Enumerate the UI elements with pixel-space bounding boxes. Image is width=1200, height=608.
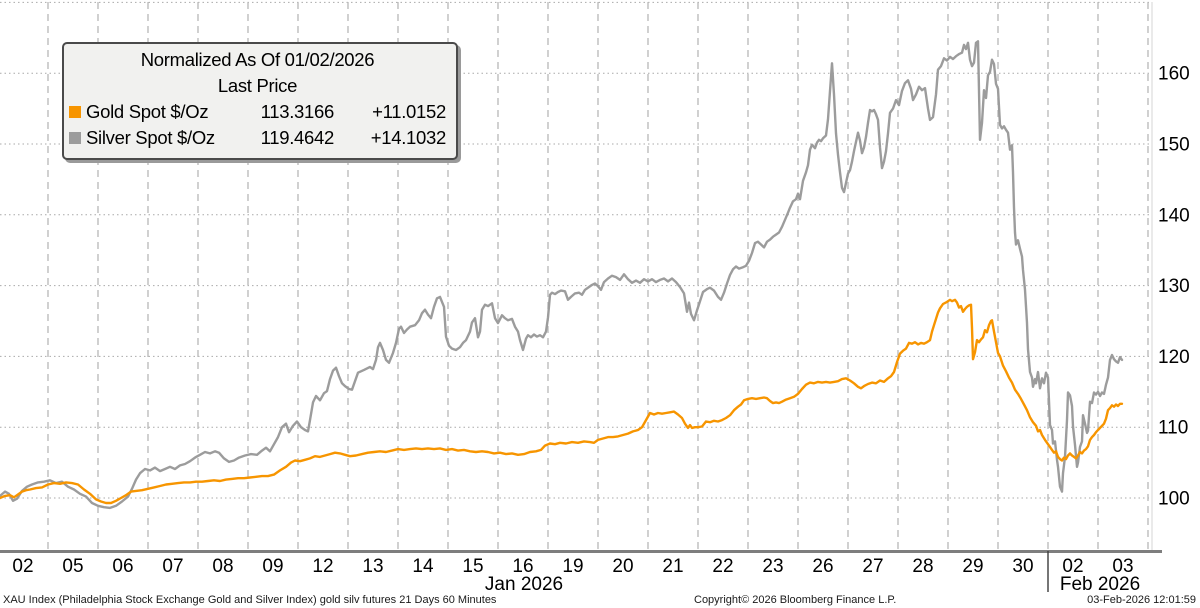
x-tick-label: 22 [712,556,733,577]
x-tick-label: 27 [862,556,883,577]
legend-title: Normalized As Of 01/02/2026 [140,49,375,70]
month-label: Feb 2026 [1060,574,1140,595]
x-tick-label: 21 [662,556,683,577]
legend-series-change: +14.1032 [370,127,447,148]
x-tick-label: 15 [462,556,483,577]
legend-series-name: Silver Spot $/Oz [86,127,215,148]
x-tick-label: 05 [62,556,83,577]
y-tick-label: 140 [1158,205,1190,226]
x-tick-label: 06 [112,556,133,577]
legend-series-value: 113.3166 [260,101,335,122]
silver-series-swatch-icon [69,132,81,144]
x-tick-label: 02 [1062,556,1083,577]
copyright-text: Copyright© 2026 Bloomberg Finance L.P. [694,594,897,606]
security-description-text: XAU Index (Philadelphia Stock Exchange G… [3,594,497,606]
x-tick-label: 19 [562,556,583,577]
legend-subtitle: Last Price [217,75,298,96]
x-tick-label: 14 [412,556,434,577]
y-tick-label: 160 [1158,64,1190,85]
x-tick-label: 29 [962,556,983,577]
y-tick-label: 130 [1158,276,1190,297]
legend-series-change: +11.0152 [372,101,446,122]
x-tick-label: 16 [512,556,533,577]
legend-panel[interactable]: Normalized As Of 01/02/2026 Last Price G… [62,42,458,160]
x-tick-label: 30 [1012,556,1033,577]
x-tick-label: 20 [612,556,633,577]
x-tick-label: 08 [212,556,233,577]
legend-series-value: 119.4642 [260,127,335,148]
y-tick-label: 100 [1158,489,1190,510]
x-tick-label: 28 [912,556,933,577]
month-label: Jan 2026 [485,574,563,595]
legend-item-gold[interactable]: Gold Spot $/Oz 113.3166 +11.0152 [69,99,446,125]
x-tick-label: 12 [312,556,333,577]
x-tick-label: 26 [812,556,833,577]
x-tick-label: 03 [1112,556,1133,577]
x-tick-label: 02 [12,556,33,577]
y-tick-label: 120 [1158,347,1190,368]
legend-series-name: Gold Spot $/Oz [86,101,209,122]
x-tick-label: 09 [262,556,283,577]
timestamp-text: 03-Feb-2026 12:01:59 [1087,594,1196,606]
legend-item-silver[interactable]: Silver Spot $/Oz 119.4642 +14.1032 [69,125,446,151]
gold-series-swatch-icon [69,106,81,118]
x-tick-label: 23 [762,556,783,577]
series-line-silver[interactable] [0,40,1124,510]
x-tick-label: 07 [162,556,183,577]
series-line-gold[interactable] [0,298,1124,505]
y-tick-label: 110 [1158,418,1188,439]
y-tick-label: 150 [1158,135,1190,156]
x-tick-label: 13 [362,556,383,577]
